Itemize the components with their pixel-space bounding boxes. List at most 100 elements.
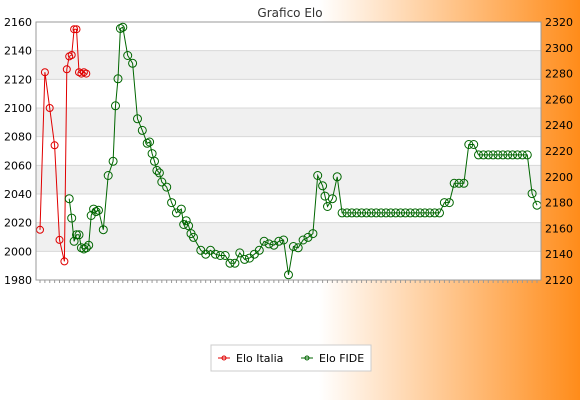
data-point: [157, 177, 167, 187]
data-point: [366, 208, 376, 218]
data-point: [454, 178, 464, 188]
data-point: [240, 254, 250, 264]
data-point: [72, 25, 81, 34]
data-point: [264, 239, 274, 249]
right-y-tick-label: 2220: [545, 145, 573, 158]
series-elo-italia: [36, 25, 91, 266]
data-point: [347, 208, 357, 218]
data-point: [115, 24, 125, 33]
right-y-tick-label: 2280: [545, 68, 573, 81]
data-point: [337, 208, 347, 218]
data-point: [152, 165, 162, 175]
left-y-axis: 1980 2000 2020 2040 2060 2080 2100 2120 2140 2160: [4, 16, 32, 287]
data-point: [235, 248, 245, 258]
data-point: [517, 150, 527, 160]
legend-marker-elo-fide: [304, 355, 310, 361]
left-y-tick-label: 1980: [4, 274, 32, 287]
right-y-tick-label: 2160: [545, 222, 573, 235]
data-point: [371, 208, 381, 218]
plot-frame: [35, 21, 542, 281]
series-line: [68, 26, 538, 275]
data-point: [439, 198, 449, 208]
data-point: [503, 150, 513, 160]
data-point: [493, 150, 503, 160]
legend-label-elo-italia: Elo Italia: [236, 352, 283, 365]
data-point: [386, 208, 396, 218]
data-point: [145, 137, 155, 147]
data-point: [67, 213, 77, 223]
left-y-tick-label: 2060: [4, 159, 32, 172]
data-point: [133, 114, 142, 124]
data-point: [50, 141, 59, 150]
data-point: [103, 171, 113, 180]
data-point: [293, 243, 303, 253]
data-point: [230, 258, 240, 268]
data-point: [381, 208, 391, 218]
data-point: [128, 58, 138, 68]
data-point: [225, 258, 235, 268]
legend-box: [210, 344, 372, 372]
series-elo-fide: [64, 22, 542, 280]
data-point: [69, 236, 79, 246]
data-point: [327, 194, 337, 204]
data-point: [74, 230, 84, 240]
data-point: [89, 204, 99, 214]
chart-title: Grafico Elo: [257, 6, 322, 20]
data-point: [483, 150, 493, 160]
data-point: [498, 150, 508, 160]
data-point: [45, 104, 54, 112]
data-point: [449, 178, 459, 188]
data-point: [400, 208, 410, 218]
grid-band: [36, 222, 541, 252]
data-point: [118, 22, 128, 32]
data-point: [527, 189, 537, 199]
data-point: [113, 74, 123, 84]
data-point: [488, 150, 498, 160]
left-y-tick-label: 2160: [4, 16, 32, 29]
left-y-tick-label: 2040: [4, 188, 32, 201]
data-point: [357, 208, 367, 218]
data-point: [474, 150, 483, 160]
grid-bands: [36, 50, 541, 252]
right-y-tick-label: 2300: [545, 42, 573, 55]
data-point: [91, 207, 101, 217]
left-y-tick-label: 2020: [4, 217, 32, 230]
data-point: [70, 25, 79, 34]
data-point: [522, 150, 532, 160]
data-point: [111, 101, 120, 111]
data-point: [396, 208, 406, 218]
data-point: [435, 208, 444, 218]
data-point: [210, 249, 220, 259]
data-point: [94, 205, 103, 215]
legend-item-elo-fide: Elo FIDE: [301, 352, 364, 365]
left-y-tick-label: 2100: [4, 102, 32, 115]
right-y-tick-label: 2180: [545, 197, 573, 210]
legend: Elo Italia Elo FIDE: [210, 344, 372, 372]
data-point: [84, 240, 94, 250]
data-point: [298, 235, 308, 245]
data-point: [137, 125, 147, 135]
left-y-tick-label: 2140: [4, 45, 32, 58]
data-point: [162, 182, 172, 192]
data-point: [254, 245, 264, 255]
data-point: [220, 251, 230, 260]
data-point: [55, 235, 64, 244]
left-y-tick-label: 2080: [4, 131, 32, 144]
grid-band: [36, 50, 541, 80]
legend-item-elo-italia: Elo Italia: [218, 352, 283, 365]
data-point: [459, 178, 469, 188]
data-point: [176, 204, 186, 214]
data-point: [323, 202, 332, 211]
left-y-tick-label: 2120: [4, 73, 32, 86]
data-point: [425, 208, 435, 218]
data-point: [391, 208, 401, 218]
legend-label-elo-fide: Elo FIDE: [319, 352, 364, 365]
data-point: [279, 235, 289, 245]
data-point: [352, 208, 362, 218]
data-point: [81, 243, 91, 253]
data-point: [415, 208, 425, 218]
data-point: [98, 225, 108, 235]
data-point: [181, 216, 191, 226]
data-point: [150, 156, 159, 166]
